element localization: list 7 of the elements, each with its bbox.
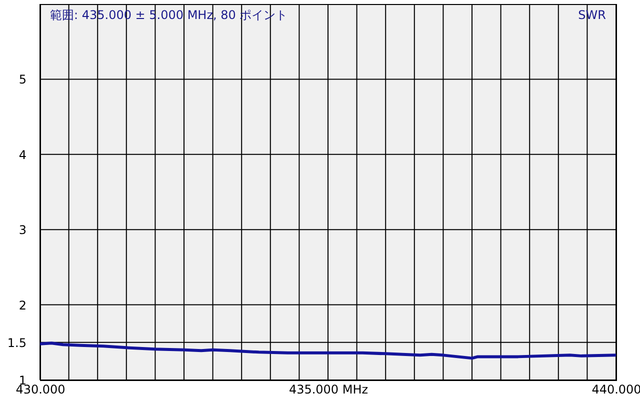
line-series [40, 342, 616, 360]
y-tick-label: 2 [18, 298, 26, 312]
y-tick-label: 3 [18, 223, 26, 238]
y-tick-label: 4 [18, 148, 26, 162]
y-tick-label: 1.5 [7, 336, 26, 350]
x-tick-label: 435.000 MHz [288, 382, 368, 396]
y-tick-label: 5 [18, 72, 26, 87]
